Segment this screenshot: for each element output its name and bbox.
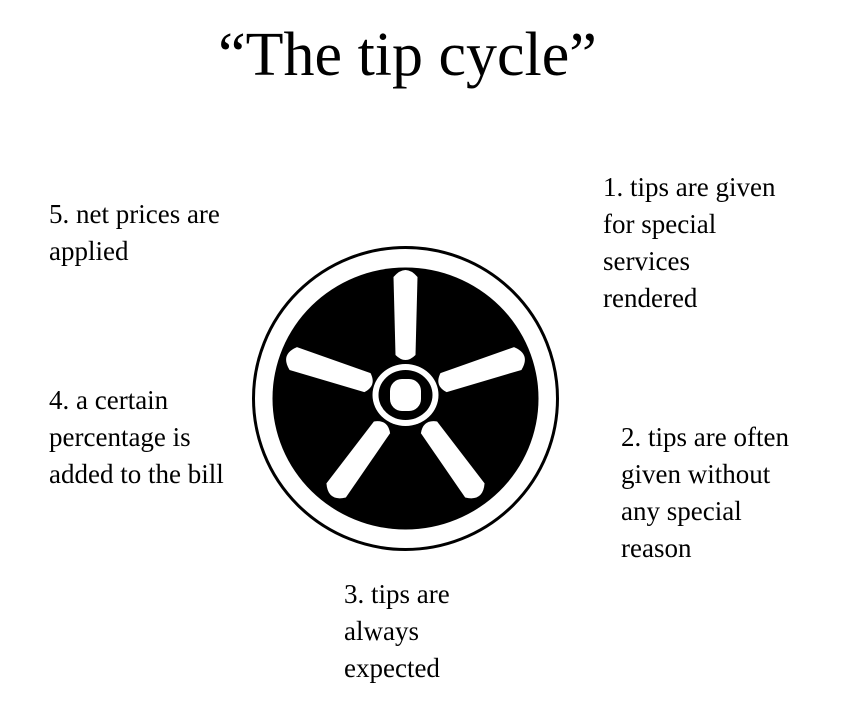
wheel-icon <box>252 246 559 551</box>
cycle-step-1: 1. tips are given for special services r… <box>603 172 776 313</box>
cycle-step-3: 3. tips are always expected <box>344 579 450 683</box>
cycle-step-5: 5. net prices are applied <box>49 199 220 266</box>
page-title: “The tip cycle” <box>0 20 843 91</box>
wheel-spokes <box>286 270 525 499</box>
page-title-text: “The tip cycle” <box>218 21 597 89</box>
cycle-step-4: 4. a certain percentage is added to the … <box>49 385 224 489</box>
cycle-step-2: 2. tips are often given without any spec… <box>621 422 789 563</box>
wheel-hub-center <box>390 379 421 411</box>
